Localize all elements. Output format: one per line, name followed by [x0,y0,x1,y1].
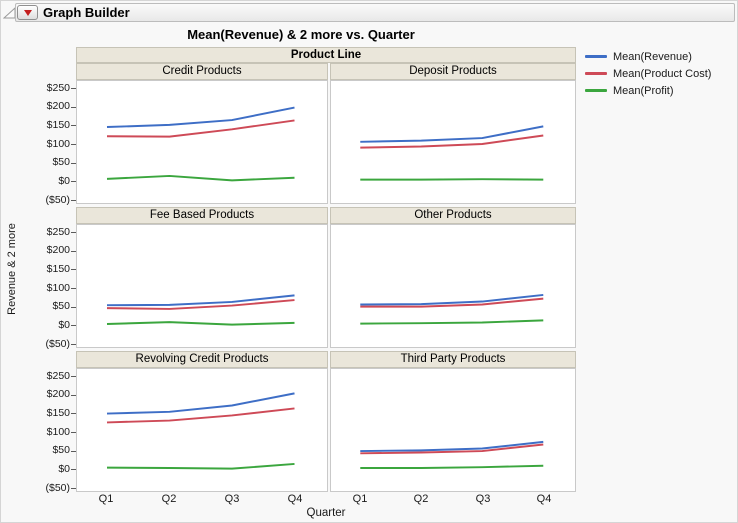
panel-plot-deposit-products[interactable] [330,80,576,204]
y-tick-label: ($50) [45,194,70,206]
x-tick-label: Q3 [224,493,240,505]
red-triangle-icon [23,9,32,16]
panel-plot-third-party-products[interactable] [330,368,576,492]
panel-header-third-party-products: Third Party Products [330,351,576,368]
y-tick-mark [71,488,76,489]
legend-item-profit[interactable]: Mean(Profit) [585,82,711,99]
revenue-line-swatch [585,55,607,58]
x-axis-title: Quarter [306,507,346,519]
panel-header-credit-products: Credit Products [76,63,328,80]
product-cost-line-swatch [585,72,607,75]
outline-header: Graph Builder [15,3,735,22]
panel-header-revolving-credit-products: Revolving Credit Products [76,351,328,368]
legend-item-revenue[interactable]: Mean(Revenue) [585,48,711,65]
y-tick-mark [71,107,76,108]
y-tick-label: $0 [58,175,70,187]
y-tick-label: $100 [46,426,70,438]
y-tick-mark [71,144,76,145]
y-tick-mark [71,288,76,289]
x-tick-label: Q4 [287,493,303,505]
y-tick-mark [71,432,76,433]
y-tick-label: $100 [46,282,70,294]
y-tick-mark [71,376,76,377]
y-tick-mark [71,325,76,326]
panel-header-deposit-products: Deposit Products [330,63,576,80]
y-tick-mark [71,395,76,396]
y-tick-label: $250 [46,82,70,94]
x-tick-label: Q2 [161,493,177,505]
outline-title: Graph Builder [43,5,130,20]
y-tick-label: $200 [46,244,70,256]
chart-title: Mean(Revenue) & 2 more vs. Quarter [187,27,415,42]
y-tick-label: $50 [52,300,70,312]
y-tick-label: $150 [46,119,70,131]
x-tick-label: Q1 [352,493,368,505]
y-tick-mark [71,469,76,470]
y-tick-label: $200 [46,388,70,400]
y-tick-label: $50 [52,444,70,456]
y-axis-title: Revenue & 2 more [6,223,18,315]
group-header-product-line: Product Line [76,47,576,63]
x-tick-label: Q4 [536,493,552,505]
y-tick-mark [71,200,76,201]
panel-plot-revolving-credit-products[interactable] [76,368,328,492]
y-tick-label: $250 [46,370,70,382]
y-tick-label: $100 [46,138,70,150]
y-tick-label: $150 [46,263,70,275]
legend-item-product-cost[interactable]: Mean(Product Cost) [585,65,711,82]
y-tick-label: ($50) [45,482,70,494]
red-triangle-menu-button[interactable] [17,5,38,20]
panel-plot-other-products[interactable] [330,224,576,348]
y-tick-label: $250 [46,226,70,238]
y-tick-label: ($50) [45,338,70,350]
y-tick-label: $0 [58,319,70,331]
y-tick-label: $0 [58,463,70,475]
profit-line-swatch [585,89,607,92]
y-tick-mark [71,413,76,414]
y-tick-mark [71,163,76,164]
legend: Mean(Revenue) Mean(Product Cost) Mean(Pr… [585,48,711,99]
y-tick-mark [71,125,76,126]
panel-plot-fee-based-products[interactable] [76,224,328,348]
y-tick-mark [71,251,76,252]
x-tick-label: Q3 [475,493,491,505]
y-tick-label: $150 [46,407,70,419]
y-tick-mark [71,88,76,89]
y-tick-label: $50 [52,156,70,168]
y-tick-mark [71,269,76,270]
y-tick-mark [71,344,76,345]
y-tick-mark [71,451,76,452]
y-tick-mark [71,232,76,233]
x-tick-label: Q2 [413,493,429,505]
panel-plot-credit-products[interactable] [76,80,328,204]
panel-header-fee-based-products: Fee Based Products [76,207,328,224]
y-tick-label: $200 [46,100,70,112]
x-tick-label: Q1 [98,493,114,505]
y-tick-mark [71,181,76,182]
panel-header-other-products: Other Products [330,207,576,224]
y-tick-mark [71,307,76,308]
